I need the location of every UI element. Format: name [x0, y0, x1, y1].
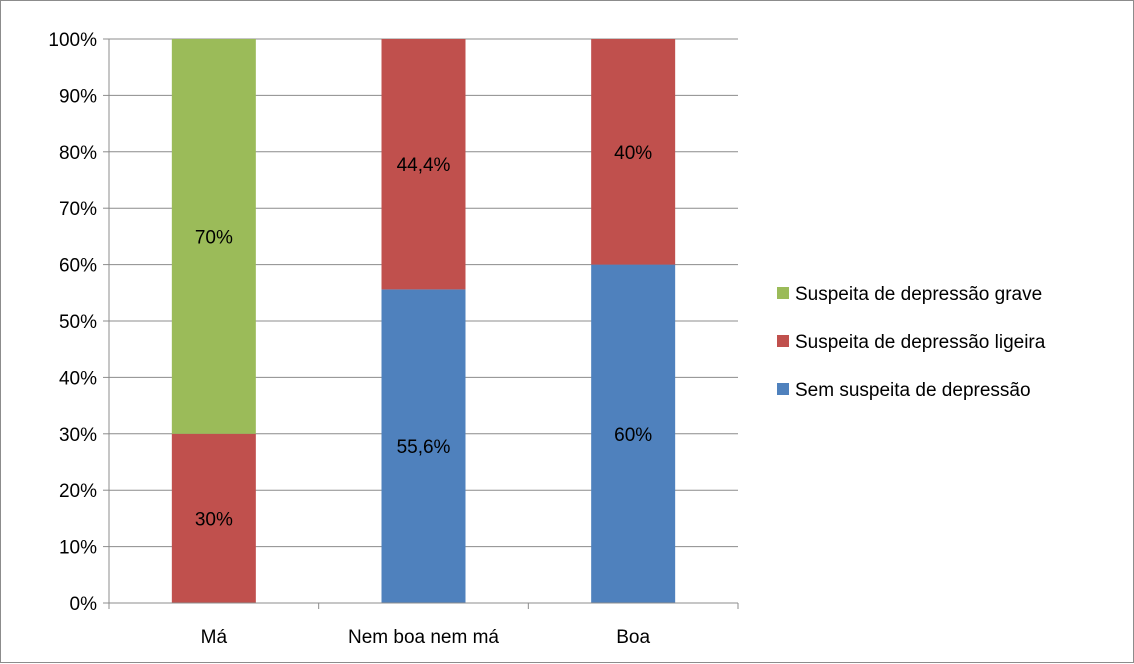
data-labels: 30% 70% 55,6% 44,4% 60% 40% — [195, 143, 652, 531]
legend-swatch — [777, 287, 789, 299]
bars — [171, 39, 676, 603]
x-tick-label: Nem boa nem má — [348, 627, 499, 648]
legend-swatch — [777, 335, 789, 347]
legend-label: Sem suspeita de depressão — [795, 380, 1031, 401]
y-tick-label: 40% — [59, 368, 97, 389]
y-tick-label: 100% — [48, 30, 97, 51]
x-tick-label: Má — [201, 627, 228, 648]
bar-segment — [591, 39, 676, 265]
data-label: 55,6% — [397, 437, 451, 458]
axes: 0% 10% 20% 30% 40% 50% 60% 70% 80% 90% 100% Má Nem b… — [48, 30, 739, 648]
bar-segment — [381, 39, 466, 290]
bar-segment — [171, 39, 256, 434]
data-label: 40% — [614, 143, 652, 164]
legend-label: Suspeita de depressão ligeira — [795, 332, 1046, 353]
y-tick-label: 30% — [59, 425, 97, 446]
x-tick-label: Boa — [616, 627, 650, 648]
y-tick-label: 90% — [59, 86, 97, 107]
y-tick-label: 60% — [59, 256, 97, 277]
bar-segment — [381, 289, 466, 603]
bar-segment — [591, 264, 676, 603]
data-label: 60% — [614, 425, 652, 446]
y-tick-label: 0% — [70, 594, 98, 615]
legend-label: Suspeita de depressão grave — [795, 284, 1042, 305]
y-tick-label: 50% — [59, 312, 97, 333]
y-tick-label: 80% — [59, 143, 97, 164]
bar-segment — [171, 433, 256, 603]
data-label: 30% — [195, 509, 233, 530]
legend-swatch — [777, 383, 789, 395]
y-tick-label: 70% — [59, 199, 97, 220]
legend: Suspeita de depressão grave Suspeita de d… — [777, 284, 1046, 401]
data-label: 70% — [195, 227, 233, 248]
y-tick-label: 20% — [59, 481, 97, 502]
y-tick-label: 10% — [59, 538, 97, 559]
data-label: 44,4% — [397, 155, 451, 176]
